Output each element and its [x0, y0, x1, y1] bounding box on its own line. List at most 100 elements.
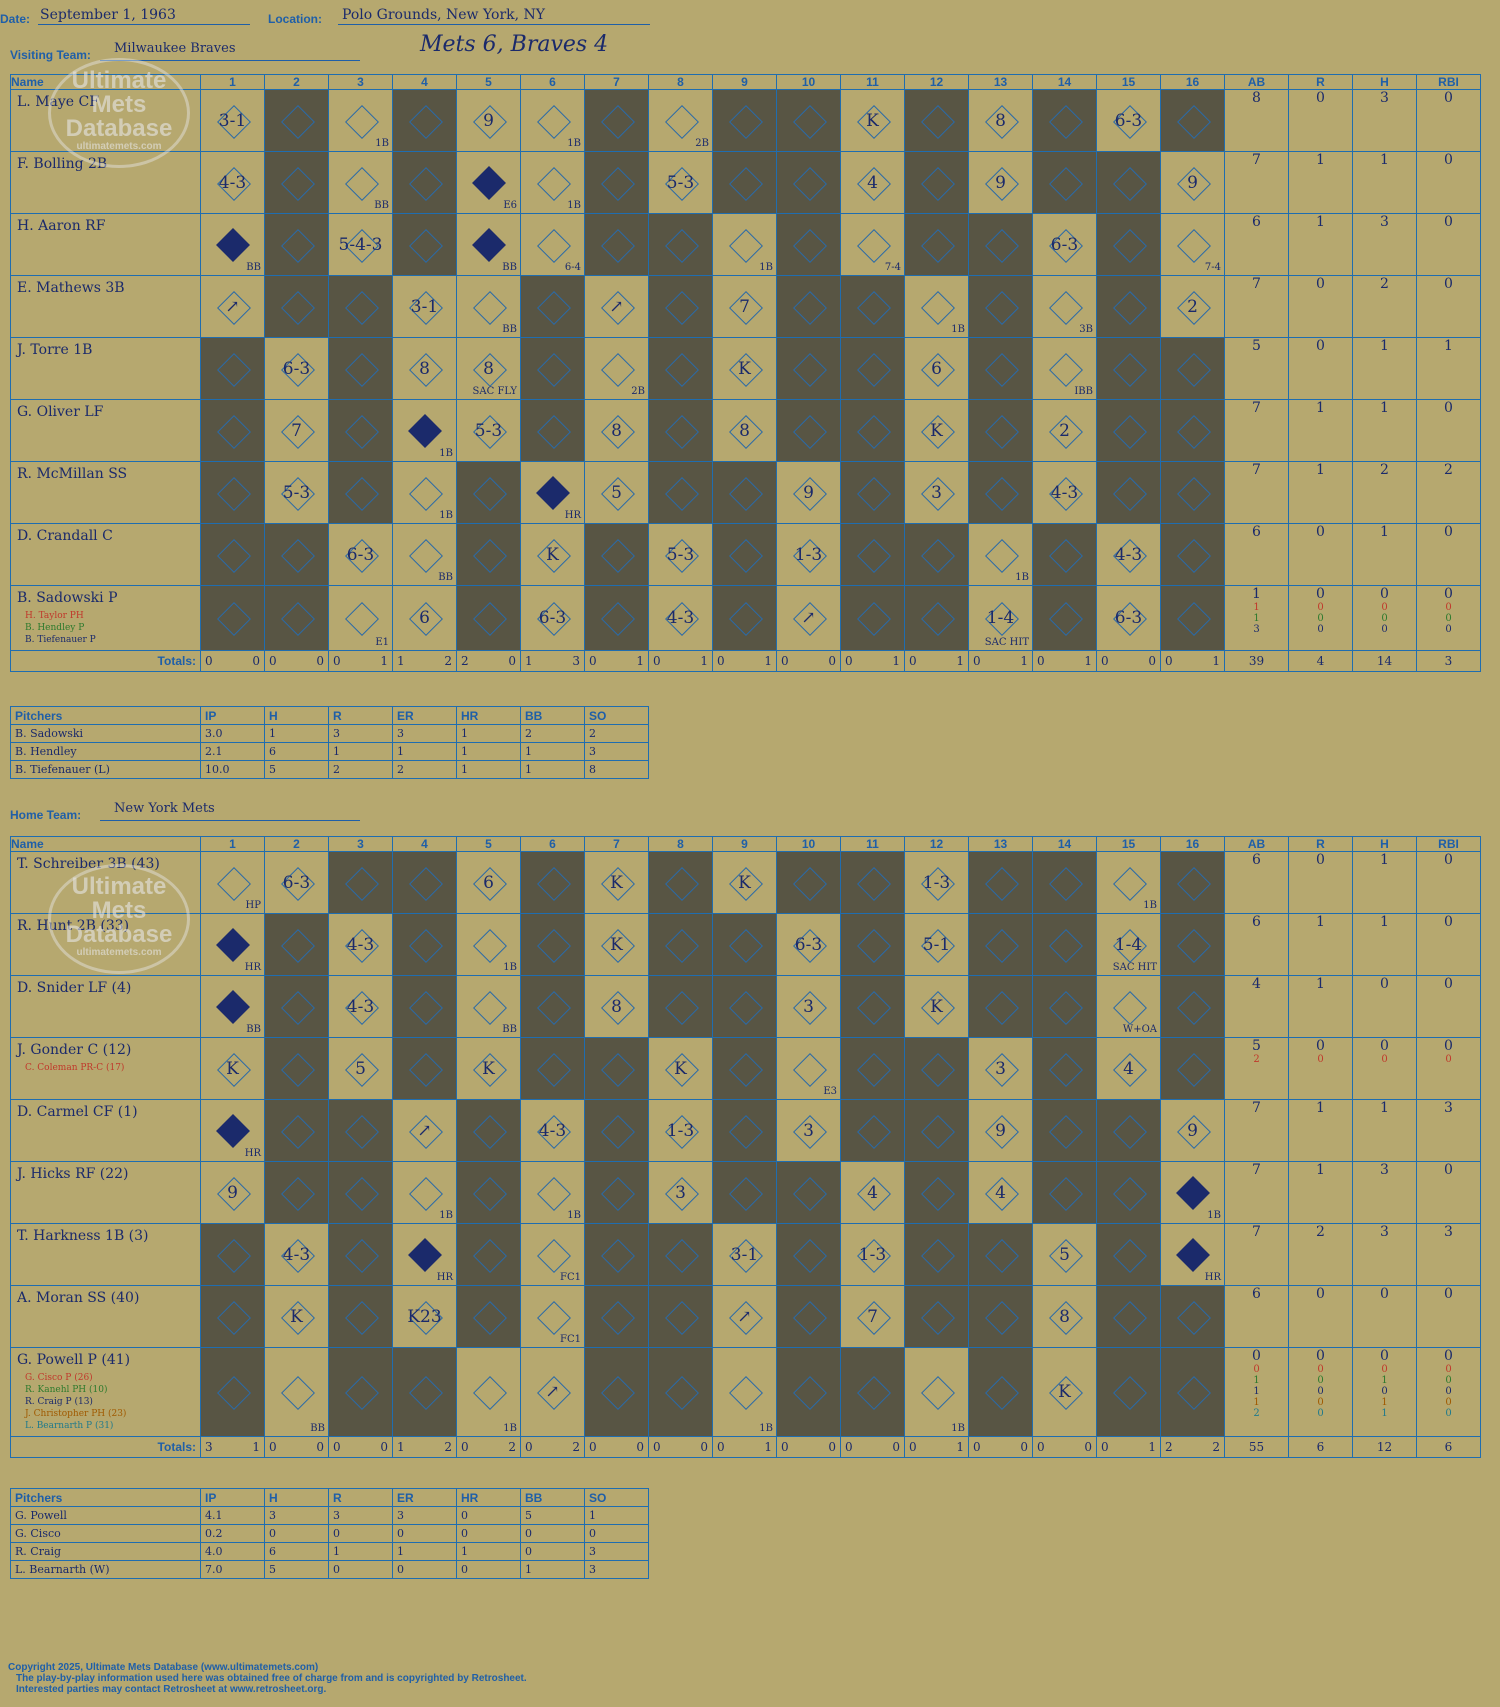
- inning-cell: [1160, 851, 1225, 914]
- play-note: 1B: [439, 448, 453, 459]
- batter-name-cell: J. Torre 1B: [10, 337, 201, 400]
- play-result: 7: [739, 296, 750, 317]
- base-diamond: [856, 1114, 891, 1149]
- inning-hits: 0: [828, 654, 836, 668]
- inning-runs: 0: [205, 654, 213, 668]
- batter-row: L. Maye CF 3-1 1B 9 1B 2B K 8 6-3 8 0 3 0: [10, 89, 1481, 152]
- base-diamond: [280, 1176, 315, 1211]
- inning-hits: 1: [1148, 1440, 1156, 1454]
- batter-stat-rbi: 0: [1416, 275, 1481, 338]
- substitute-stat: 0: [1445, 1054, 1452, 1065]
- play-note: 1B: [503, 1423, 517, 1434]
- batter-row: T. Harkness 1B (3) 4-3 HR FC1 3-1 1-3 5 HR 7 2 3 3: [10, 1223, 1481, 1286]
- inning-hits: 0: [828, 1440, 836, 1454]
- inning-cell: [776, 275, 841, 338]
- base-diamond: [792, 352, 827, 387]
- inning-cell: 5-3: [648, 151, 713, 214]
- inning-cell: [392, 913, 457, 976]
- inning-cell: FC1: [520, 1285, 585, 1348]
- inning-cell: BB: [456, 975, 521, 1038]
- batter-row: F. Bolling 2B 4-3 BB E6 1B 5-3 4 9 9 7 1 1 0: [10, 151, 1481, 214]
- play-note: 1B: [1143, 900, 1157, 911]
- base-diamond: [1048, 866, 1083, 901]
- batter-stat-rbi: 0: [1416, 851, 1481, 914]
- play-note: 1B: [375, 138, 389, 149]
- inning-cell: 3: [904, 461, 969, 524]
- play-note: E6: [503, 200, 517, 211]
- inning-cell: [1160, 913, 1225, 976]
- stat-value: 0: [1444, 524, 1453, 541]
- inning-cell: K: [584, 851, 649, 914]
- substitute-stat: 0: [1381, 602, 1388, 613]
- pitcher-ip: 4.1: [200, 1506, 265, 1525]
- batter-name: J. Gonder C (12): [17, 1042, 132, 1058]
- stat-value: 3: [1380, 1162, 1389, 1179]
- inning-cell: BB: [264, 1347, 329, 1437]
- inning-runs: 0: [909, 1440, 917, 1454]
- stat-value: 0: [1316, 524, 1325, 541]
- pitcher-er: 0: [392, 1524, 457, 1543]
- play-result: 5: [611, 482, 622, 503]
- stat-value: 1: [1316, 1100, 1325, 1117]
- base-diamond: [216, 538, 251, 573]
- inning-cell: [648, 399, 713, 462]
- inning-cell: 1-4 SAC HIT: [968, 585, 1033, 651]
- inning-cell: [648, 851, 713, 914]
- batter-name: D. Crandall C: [17, 528, 113, 544]
- base-diamond: [984, 866, 1019, 901]
- play-result: 6-3: [346, 544, 375, 565]
- inning-header: 12: [904, 836, 969, 852]
- substitute-stat: 0: [1381, 1364, 1388, 1375]
- stat-value: 7: [1252, 1224, 1261, 1241]
- inning-hits: 0: [508, 654, 516, 668]
- inning-cell: K: [264, 1285, 329, 1348]
- inning-cell: [584, 1347, 649, 1437]
- stat-value: 0: [1444, 1162, 1453, 1179]
- substitute-stat: 0: [1317, 1364, 1324, 1375]
- base-diamond: [1112, 166, 1147, 201]
- inning-cell: [1032, 1161, 1097, 1224]
- base-diamond: [920, 1238, 955, 1273]
- play-result: 4: [867, 1182, 878, 1203]
- pitcher-hr: 1: [456, 760, 521, 779]
- stat-value: 7: [1252, 1100, 1261, 1117]
- batter-stat-h: 1: [1352, 1099, 1417, 1162]
- inning-cell: [776, 399, 841, 462]
- inning-runs: 0: [1165, 654, 1173, 668]
- base-diamond: [600, 538, 635, 573]
- watermark-logo-bottom: Ultimate Mets Database ultimatemets.com: [48, 864, 190, 974]
- substitute-name: J. Christopher PH (23): [25, 1409, 127, 1419]
- inning-cell: [328, 1161, 393, 1224]
- base-diamond: [280, 228, 315, 263]
- stat-value: 4: [1252, 976, 1261, 993]
- inning-runs: 0: [1101, 1440, 1109, 1454]
- stat-value: 7: [1252, 462, 1261, 479]
- play-note: 1B: [1207, 1210, 1221, 1221]
- base-diamond: [792, 866, 827, 901]
- batter-name: D. Snider LF (4): [17, 980, 132, 996]
- base-diamond: [1048, 1176, 1083, 1211]
- base-diamond: [1112, 990, 1147, 1025]
- stat-value: 1: [1316, 914, 1325, 931]
- inning-cell: 1-3: [904, 851, 969, 914]
- inning-cell: [264, 275, 329, 338]
- footer-copyright: Copyright 2025, Ultimate Mets Database (…: [8, 1662, 319, 1673]
- batter-name: D. Carmel CF (1): [17, 1104, 138, 1120]
- inning-cell: [1096, 275, 1161, 338]
- pitcher-row: G. Powell 4.1 3 3 3 0 5 1: [10, 1506, 649, 1525]
- play-result: 4-3: [666, 608, 695, 628]
- inning-cell: 5: [584, 461, 649, 524]
- date-line: [38, 24, 250, 25]
- inning-cell: 1B: [1096, 851, 1161, 914]
- play-result: 4-3: [1114, 544, 1143, 565]
- inning-cell: [520, 913, 585, 976]
- inning-cell: [840, 337, 905, 400]
- base-diamond: [536, 1052, 571, 1087]
- pitcher-column-header: BB: [520, 706, 585, 725]
- stat-value: 0: [1444, 852, 1453, 869]
- pitcher-column-header: Pitchers: [10, 706, 201, 725]
- location-line: [338, 24, 650, 25]
